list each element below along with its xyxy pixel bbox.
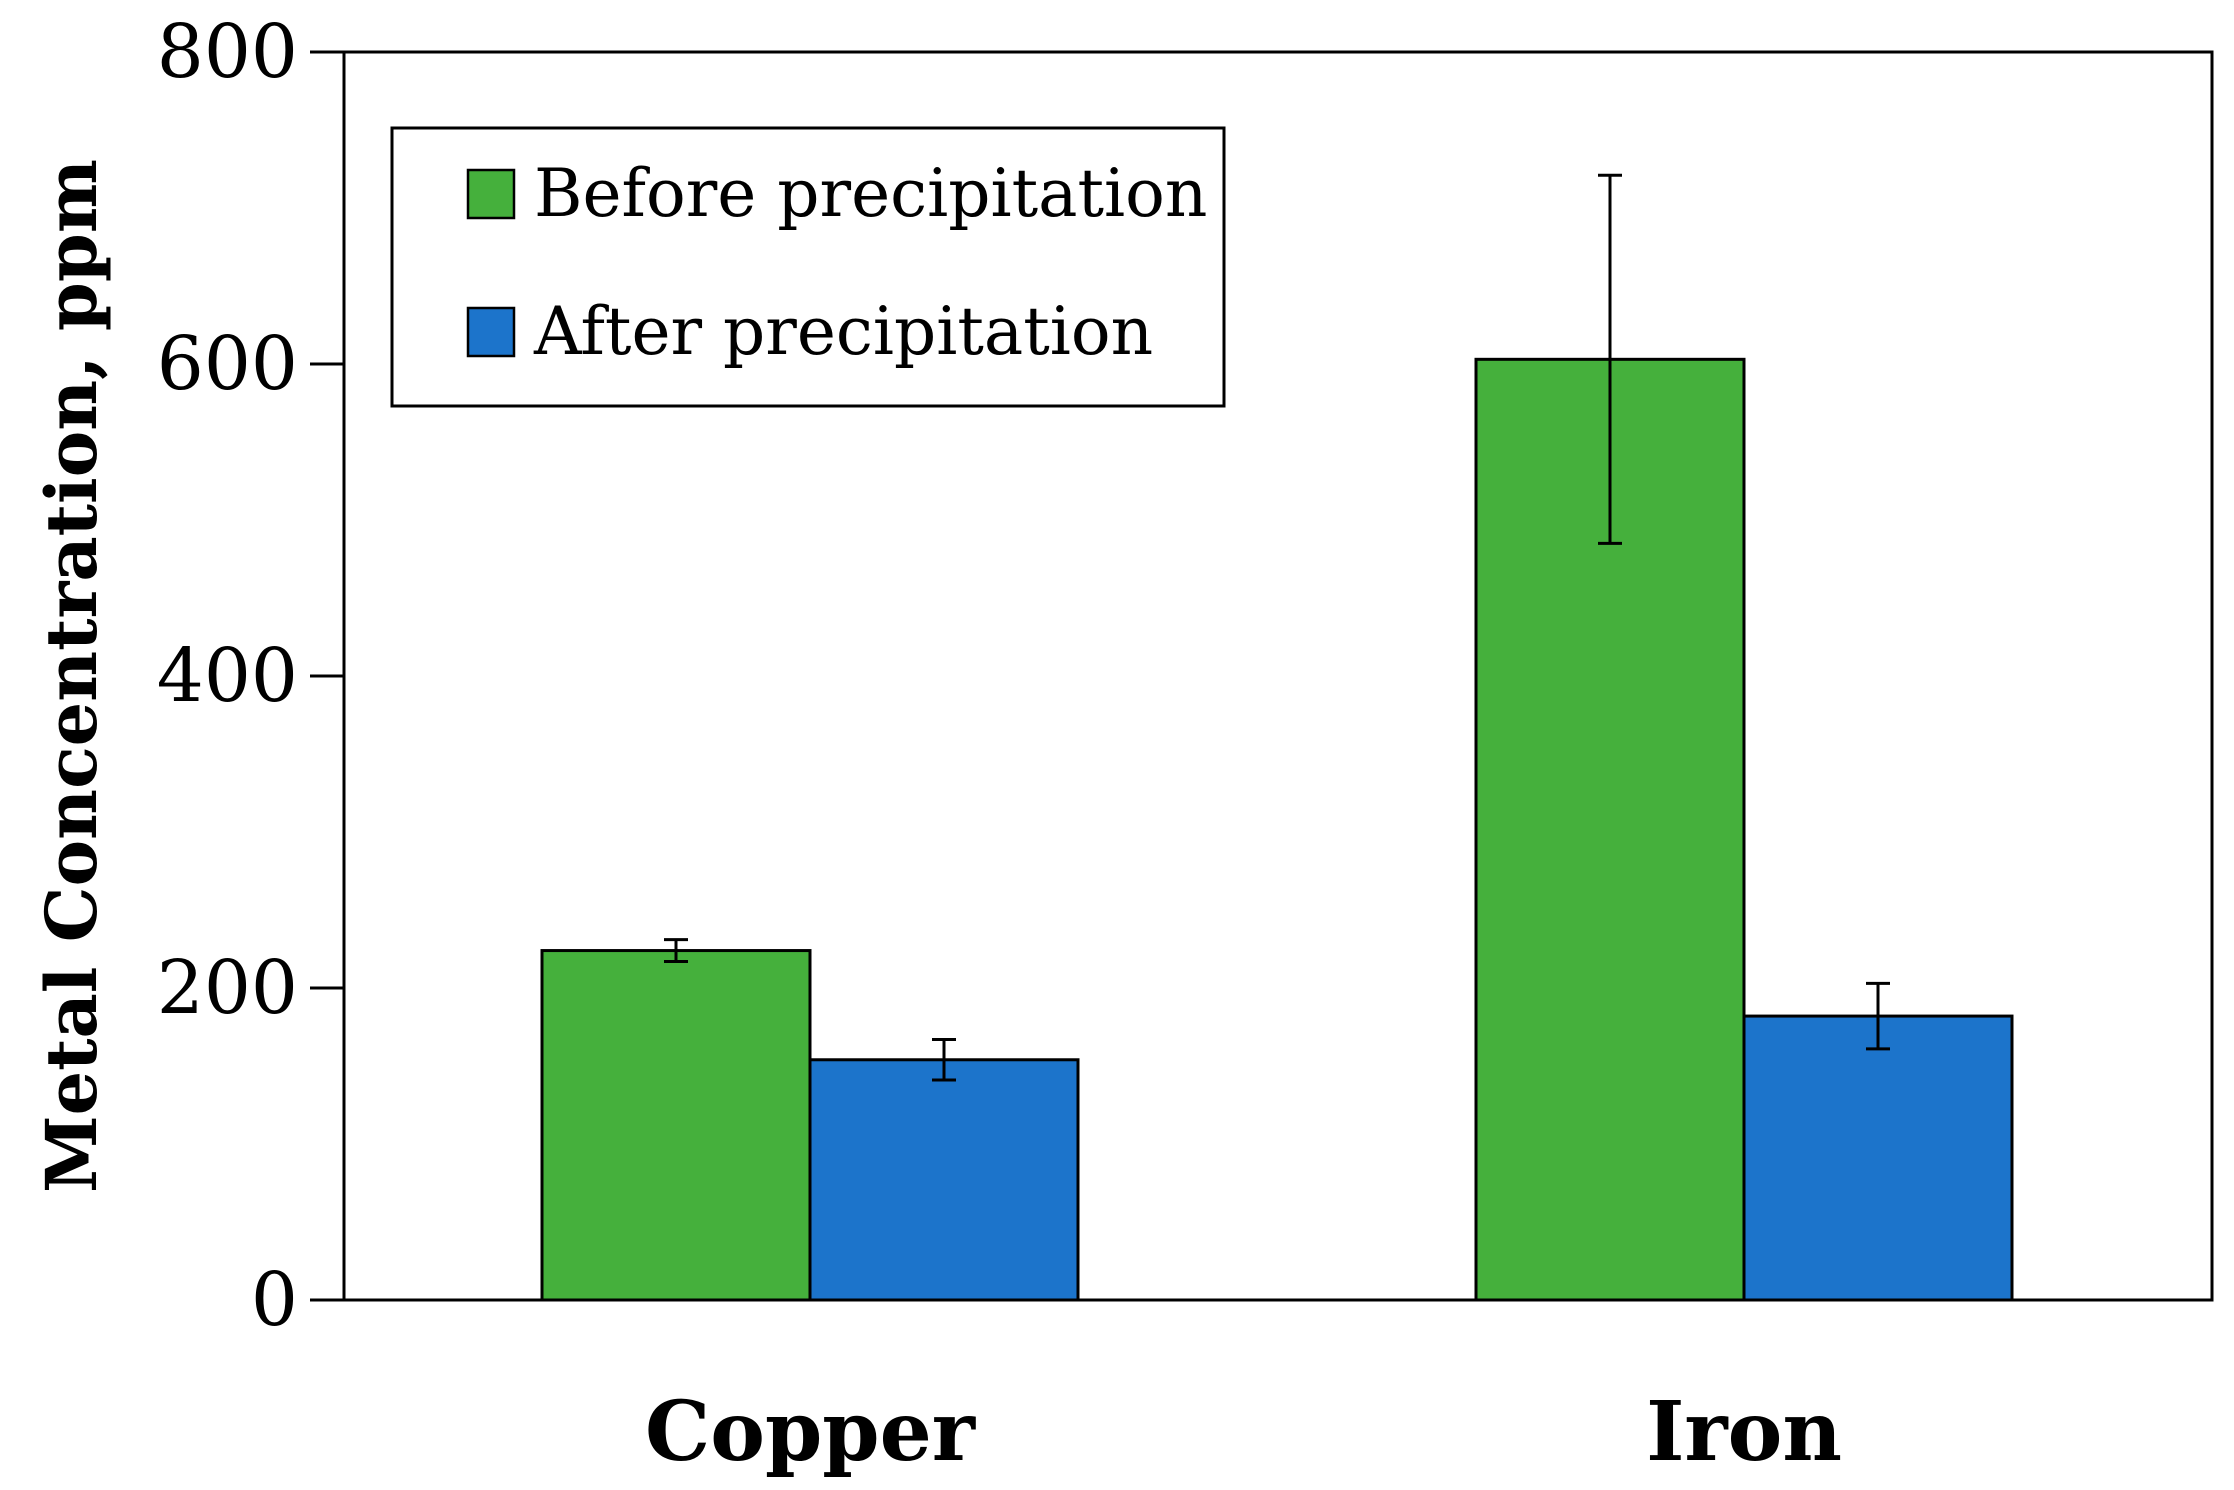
y-tick-label: 0 [251, 1257, 298, 1343]
y-axis: 0 200 400 600 800 [157, 9, 344, 1343]
y-axis-title: Metal Concentration, ppm [30, 159, 113, 1193]
y-tick-label: 600 [157, 321, 298, 407]
bar-copper-after [808, 1058, 1080, 1302]
bar-iron-after [1742, 1014, 2014, 1302]
error-bar [932, 1037, 956, 1082]
legend-label-after: After precipitation [533, 293, 1153, 370]
legend-label-before: Before precipitation [534, 155, 1207, 232]
category-label-copper: Copper [645, 1384, 977, 1480]
category-label-iron: Iron [1646, 1384, 1842, 1480]
error-bar [1866, 981, 1890, 1051]
legend-box [390, 126, 1226, 408]
y-tick-label: 200 [157, 945, 298, 1031]
y-tick-label: 400 [157, 633, 298, 719]
y-tick-label: 800 [157, 9, 298, 95]
error-bar [1598, 173, 1622, 545]
legend-swatch-before [466, 168, 516, 220]
error-bars-layer [664, 173, 1890, 1082]
error-bar [664, 938, 688, 963]
x-axis: Copper Iron [645, 1384, 1842, 1480]
legend-swatch-after [466, 306, 516, 358]
bar-copper-before [540, 949, 812, 1302]
bars-layer [540, 357, 2014, 1302]
legend: Before precipitation After precipitation [390, 126, 1226, 408]
